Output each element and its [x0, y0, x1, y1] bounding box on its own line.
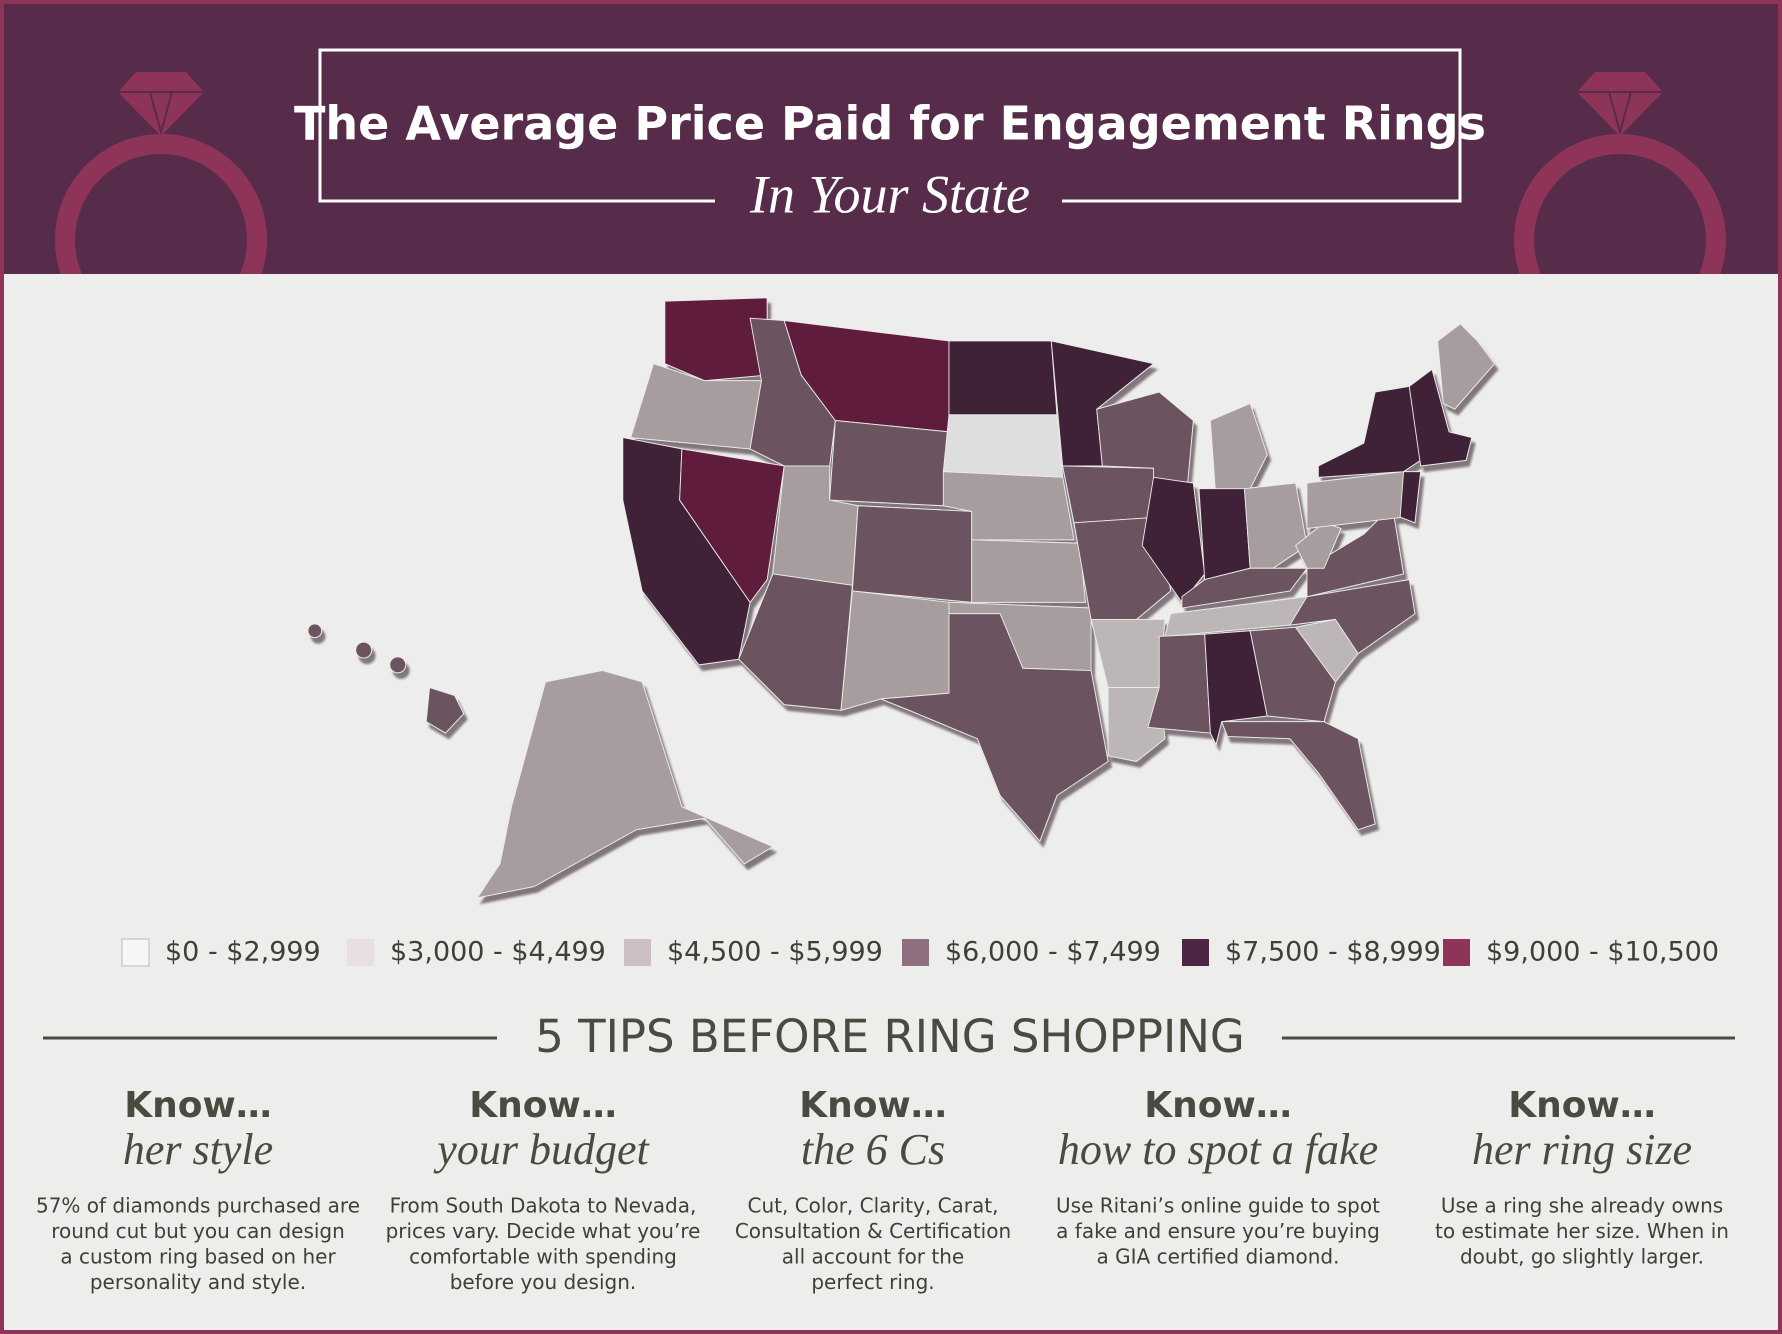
legend-swatch	[1182, 939, 1209, 966]
tip-text: a GIA certified diamond.	[1097, 1245, 1340, 1269]
tip-kicker: Know…	[124, 1085, 272, 1126]
tip-kicker: Know…	[1144, 1085, 1292, 1126]
tip-text: doubt, go slightly larger.	[1460, 1245, 1704, 1269]
ring-right	[1514, 72, 1726, 274]
tip-topic: her style	[123, 1125, 273, 1174]
legend-label: $7,500 - $8,999	[1225, 937, 1441, 968]
title: The Average Price Paid for Engagement Ri…	[294, 97, 1486, 151]
legend-swatch	[624, 939, 651, 966]
legend-swatch	[347, 939, 374, 966]
legend-swatch	[902, 939, 929, 966]
tip-topic: how to spot a fake	[1058, 1125, 1378, 1174]
tip-topic: the 6 Cs	[801, 1125, 945, 1174]
tip-kicker: Know…	[469, 1085, 617, 1126]
tip-text: personality and style.	[90, 1270, 306, 1294]
legend-swatch	[1443, 939, 1470, 966]
tip-text: Consultation & Certification	[735, 1219, 1011, 1243]
tip-text: prices vary. Decide what you’re	[386, 1219, 701, 1243]
title-frame	[318, 48, 1462, 203]
tips-heading: 5 TIPS BEFORE RING SHOPPING	[535, 1010, 1245, 1063]
legend-label: $0 - $2,999	[165, 937, 321, 968]
tip-text: Use a ring she already owns	[1441, 1194, 1723, 1218]
tip-text: a fake and ensure you’re buying	[1056, 1219, 1380, 1243]
tip-text: a custom ring based on her	[60, 1245, 336, 1269]
subtitle: In Your State	[749, 164, 1030, 224]
tip-text: Use Ritani’s online guide to spot	[1056, 1194, 1380, 1218]
tip-text: to estimate her size. When in	[1435, 1219, 1729, 1243]
tip-text: all account for the	[782, 1245, 964, 1269]
tip-text: From South Dakota to Nevada,	[390, 1194, 697, 1218]
legend-label: $9,000 - $10,500	[1486, 937, 1719, 968]
ring-left	[55, 72, 267, 274]
tip-topic: her ring size	[1472, 1125, 1692, 1174]
tip-text: round cut but you can design	[51, 1219, 345, 1243]
legend-swatch	[121, 938, 150, 967]
tip-text: before you design.	[450, 1270, 637, 1294]
tip-text: Cut, Color, Clarity, Carat,	[748, 1194, 999, 1218]
tip-kicker: Know…	[1508, 1085, 1656, 1126]
tip-kicker: Know…	[799, 1085, 947, 1126]
legend: $0 - $2,999 $3,000 - $4,499 $4,500 - $5,99…	[121, 937, 1719, 968]
us-map	[307, 297, 1496, 899]
legend-label: $6,000 - $7,499	[945, 937, 1161, 968]
tip-text: perfect ring.	[811, 1270, 934, 1294]
tip-text: 57% of diamonds purchased are	[36, 1194, 360, 1218]
legend-label: $4,500 - $5,999	[667, 937, 883, 968]
tip-text: comfortable with spending	[409, 1245, 677, 1269]
tip-topic: your budget	[433, 1125, 650, 1174]
legend-label: $3,000 - $4,499	[390, 937, 606, 968]
